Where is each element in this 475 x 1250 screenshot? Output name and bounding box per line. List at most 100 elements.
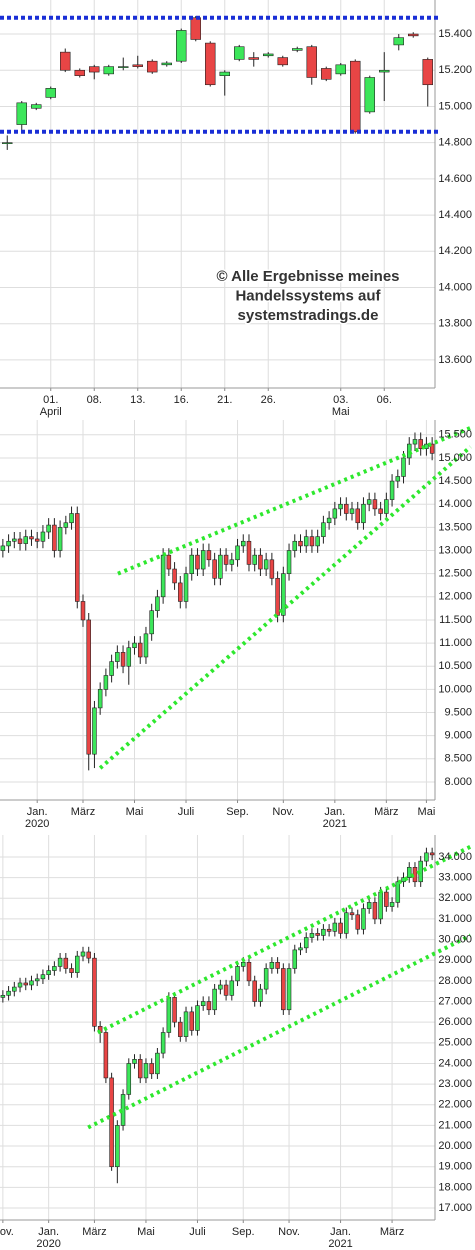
candle-body: [118, 66, 129, 68]
candle-body: [275, 577, 280, 616]
candle-body: [143, 633, 149, 658]
candle-body: [355, 914, 360, 930]
candle-body: [292, 949, 298, 969]
candle-body: [292, 540, 298, 551]
x-tick-label: Juli: [189, 1226, 206, 1238]
y-tick-label: 13.000: [438, 544, 472, 556]
candle-body: [218, 554, 223, 579]
y-tick-label: 17.000: [438, 1202, 472, 1214]
candle-body: [0, 995, 6, 998]
candle-body: [263, 53, 274, 57]
candle-body: [393, 37, 404, 46]
candle-body: [75, 513, 80, 602]
candle-body: [303, 937, 309, 949]
y-tick-label: 12.000: [438, 591, 472, 603]
candle-body: [172, 568, 177, 584]
candle-body: [389, 902, 395, 907]
candle-body: [115, 652, 120, 662]
y-tick-label: 10.500: [438, 660, 472, 672]
y-tick-label: 31.000: [438, 913, 472, 925]
candle-body: [206, 1001, 212, 1011]
candle-body: [12, 986, 17, 992]
candle-body: [143, 1063, 149, 1079]
candle-body: [355, 508, 360, 524]
x-tick-label: Nov.: [0, 1226, 14, 1238]
candle-body: [235, 545, 240, 561]
candle-body: [147, 60, 158, 73]
candle-body: [303, 536, 309, 547]
y-tick-label: 14.000: [438, 498, 472, 510]
candle-body: [17, 982, 23, 988]
y-tick-label: 22.000: [438, 1099, 472, 1111]
candle-body: [46, 524, 51, 533]
candle-body: [149, 610, 154, 635]
candle-body: [389, 480, 395, 500]
y-tick-label: 26.000: [438, 1016, 472, 1028]
candle-body: [12, 538, 17, 542]
x-tick-label: 13.: [130, 394, 145, 406]
candle-body: [189, 1011, 194, 1031]
candle-body: [69, 968, 74, 973]
candle-body: [160, 1032, 166, 1054]
x-tick-label: 03.: [333, 394, 348, 406]
x-tick-sublabel: 2021: [328, 1238, 352, 1250]
x-tick-sublabel: April: [40, 406, 62, 418]
candle-body: [258, 988, 263, 1002]
candle-body: [23, 982, 29, 986]
candle-body: [60, 51, 71, 71]
y-tick-label: 11.000: [439, 637, 472, 649]
candle-body: [384, 891, 389, 907]
candle-body: [344, 503, 349, 514]
y-tick-label: 10.000: [438, 683, 472, 695]
candle-body: [155, 596, 160, 611]
candle-body: [366, 499, 372, 505]
candle-body: [178, 1021, 183, 1037]
y-tick-label: 9.500: [444, 706, 472, 718]
candle-body: [75, 955, 80, 973]
y-tick-label: 15.000: [438, 452, 472, 464]
candle-body: [86, 619, 91, 755]
candle-body: [137, 642, 143, 658]
candle-body: [252, 554, 257, 565]
candle-body: [103, 66, 114, 75]
candle-body: [161, 62, 172, 66]
candle-body: [97, 689, 103, 709]
candle-body: [109, 1077, 114, 1168]
candle-body: [160, 554, 166, 598]
x-tick-sublabel: 2020: [36, 1238, 60, 1250]
candle-body: [16, 102, 27, 125]
candle-body: [46, 970, 51, 975]
y-tick-label: 14.200: [438, 245, 472, 257]
candle-body: [384, 499, 389, 514]
candle-body: [350, 60, 361, 133]
candle-body: [424, 852, 429, 862]
candle-body: [326, 517, 332, 524]
candle-body: [200, 1001, 206, 1006]
candle-body: [57, 957, 63, 967]
x-tick-label: Jan.: [330, 1226, 351, 1238]
candle-body: [263, 559, 269, 570]
y-tick-label: 33.000: [438, 872, 472, 884]
candle-body: [246, 540, 252, 565]
trend-line: [117, 426, 472, 576]
plot-background: [0, 835, 435, 1220]
y-tick-label: 15.500: [438, 429, 472, 441]
x-tick-label: Juli: [178, 806, 195, 818]
candle-body: [349, 912, 355, 916]
y-tick-label: 34.000: [438, 851, 472, 863]
candle-body: [335, 64, 346, 75]
y-tick-label: 28.000: [438, 975, 472, 987]
candle-body: [218, 984, 223, 990]
candle-body: [298, 947, 303, 951]
candle-body: [223, 984, 229, 996]
candle-body: [190, 17, 201, 40]
candle-body: [292, 48, 303, 51]
candle-body: [372, 902, 378, 920]
candle-body: [206, 550, 212, 561]
x-tick-sublabel: 2021: [323, 818, 347, 830]
y-tick-label: 14.000: [438, 281, 472, 293]
candle-body: [31, 104, 42, 109]
candle-body: [155, 1052, 160, 1075]
candle-body: [126, 1063, 132, 1095]
